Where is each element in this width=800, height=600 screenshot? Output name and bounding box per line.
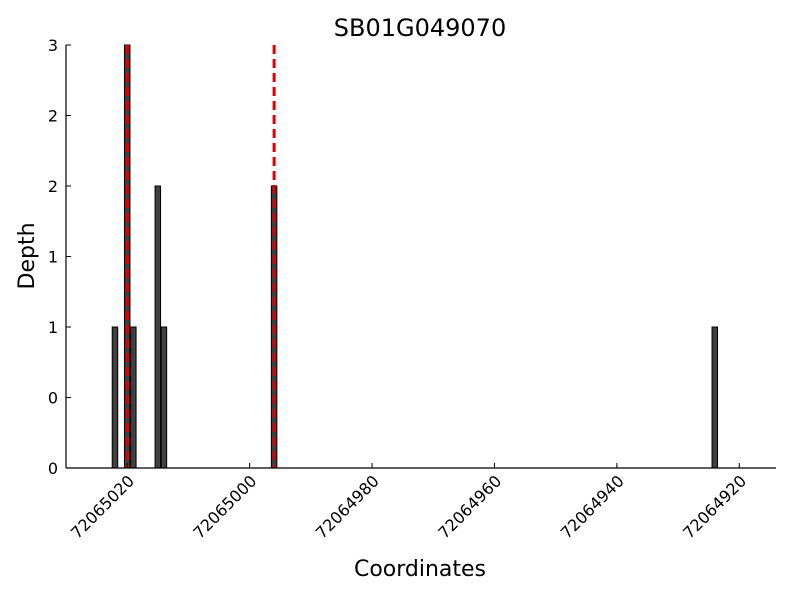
y-tick-label-2: 1 <box>48 318 58 337</box>
x-tick-label-0: 72065020 <box>67 471 138 542</box>
y-tick-label-4: 2 <box>48 177 58 196</box>
y-axis-label: Depth <box>15 222 40 289</box>
bar-4 <box>160 326 168 469</box>
bar-3 <box>154 185 162 469</box>
x-tick-label-3: 72064960 <box>434 471 505 542</box>
x-tick-label-5: 72064920 <box>679 471 750 542</box>
y-tick-label-5: 2 <box>48 107 58 126</box>
bar-6 <box>711 326 719 469</box>
x-tick-label-1: 72065000 <box>189 471 260 542</box>
bar-2 <box>130 326 137 469</box>
bars-layer <box>111 44 719 469</box>
axes <box>65 45 776 469</box>
y-tick-label-1: 0 <box>48 389 58 408</box>
chart-title: SB01G049070 <box>334 14 506 42</box>
x-tick-label-2: 72064980 <box>312 471 383 542</box>
x-axis-label: Coordinates <box>354 557 486 582</box>
marker-lines <box>125 45 276 468</box>
y-tick-label-0: 0 <box>48 459 58 478</box>
y-tick-label-3: 1 <box>48 248 58 267</box>
x-tick-label-4: 72064940 <box>557 471 628 542</box>
y-tick-label-6: 3 <box>48 36 58 55</box>
y-axis-ticks: 0 0 1 1 2 2 3 <box>48 36 71 478</box>
bar-0 <box>111 326 119 469</box>
x-axis-ticks: 72065020 72065000 72064980 72064960 72064940… <box>67 463 750 542</box>
